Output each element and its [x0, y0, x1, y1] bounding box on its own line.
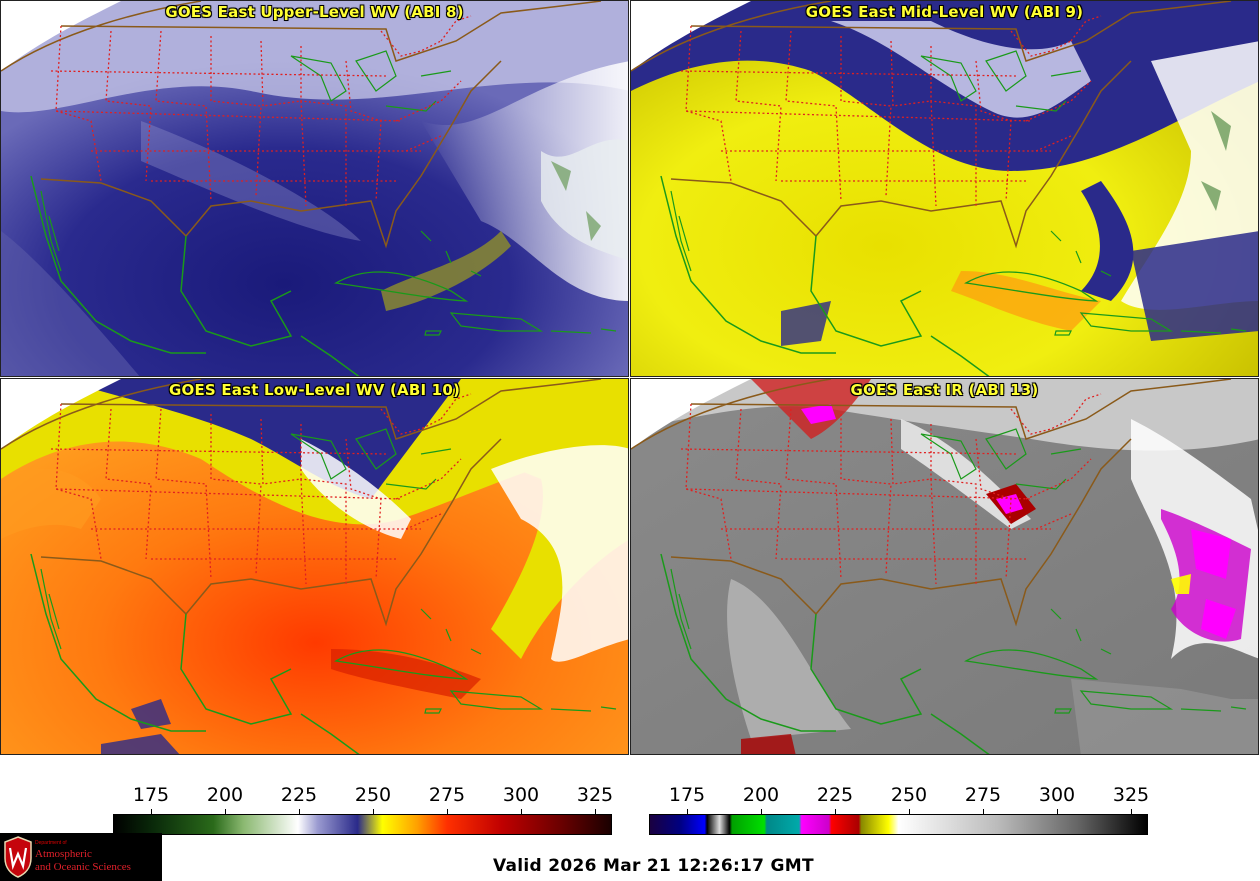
logo-dept-text: Department of	[35, 840, 67, 846]
ir-map	[631, 379, 1258, 754]
tick-label: 300	[502, 784, 540, 806]
panel-title: GOES East Upper-Level WV (ABI 8)	[165, 3, 464, 21]
aos-logo: Department of Atmospheric and Oceanic Sc…	[0, 833, 162, 881]
tick-label: 225	[816, 784, 854, 806]
mid-level-wv-panel: GOES East Mid-Level WV (ABI 9)	[630, 0, 1259, 377]
tick-label: 300	[1038, 784, 1076, 806]
ir-colorbar: 175 200 225 250 275 300 325	[649, 780, 1150, 840]
tick-label: 200	[206, 784, 244, 806]
tick-label: 225	[280, 784, 318, 806]
tick-label: 250	[890, 784, 928, 806]
tick-label: 250	[354, 784, 392, 806]
wv-colorbar: 175 200 225 250 275 300 325	[113, 780, 614, 840]
valid-time-label: Valid 2026 Mar 21 12:26:17 GMT	[493, 856, 814, 876]
tick-label: 325	[576, 784, 614, 806]
tick-label: 175	[668, 784, 706, 806]
colorbar-ticks: 175 200 225 250 275 300 325	[649, 780, 1150, 814]
colorbar-gradient	[649, 814, 1148, 835]
tick-label: 275	[428, 784, 466, 806]
tick-label: 325	[1112, 784, 1150, 806]
upper-level-wv-panel: GOES East Upper-Level WV (ABI 8)	[0, 0, 629, 377]
tick-label: 175	[132, 784, 170, 806]
panel-title: GOES East Mid-Level WV (ABI 9)	[805, 3, 1084, 21]
tick-label: 200	[742, 784, 780, 806]
panel-title: GOES East IR (ABI 13)	[850, 381, 1039, 399]
colorbar-ticks: 175 200 225 250 275 300 325	[113, 780, 614, 814]
logo-line1: Atmospheric	[35, 848, 92, 860]
ir-panel: GOES East IR (ABI 13)	[630, 378, 1259, 755]
logo-line2: and Oceanic Sciences	[35, 861, 131, 873]
mid-level-wv-map	[631, 1, 1258, 376]
upper-level-wv-map	[1, 1, 628, 376]
panel-title: GOES East Low-Level WV (ABI 10)	[168, 381, 461, 399]
low-level-wv-panel: GOES East Low-Level WV (ABI 10)	[0, 378, 629, 755]
colorbar-gradient	[113, 814, 612, 835]
uw-crest-icon	[4, 836, 32, 878]
tick-label: 275	[964, 784, 1002, 806]
low-level-wv-map	[1, 379, 628, 754]
